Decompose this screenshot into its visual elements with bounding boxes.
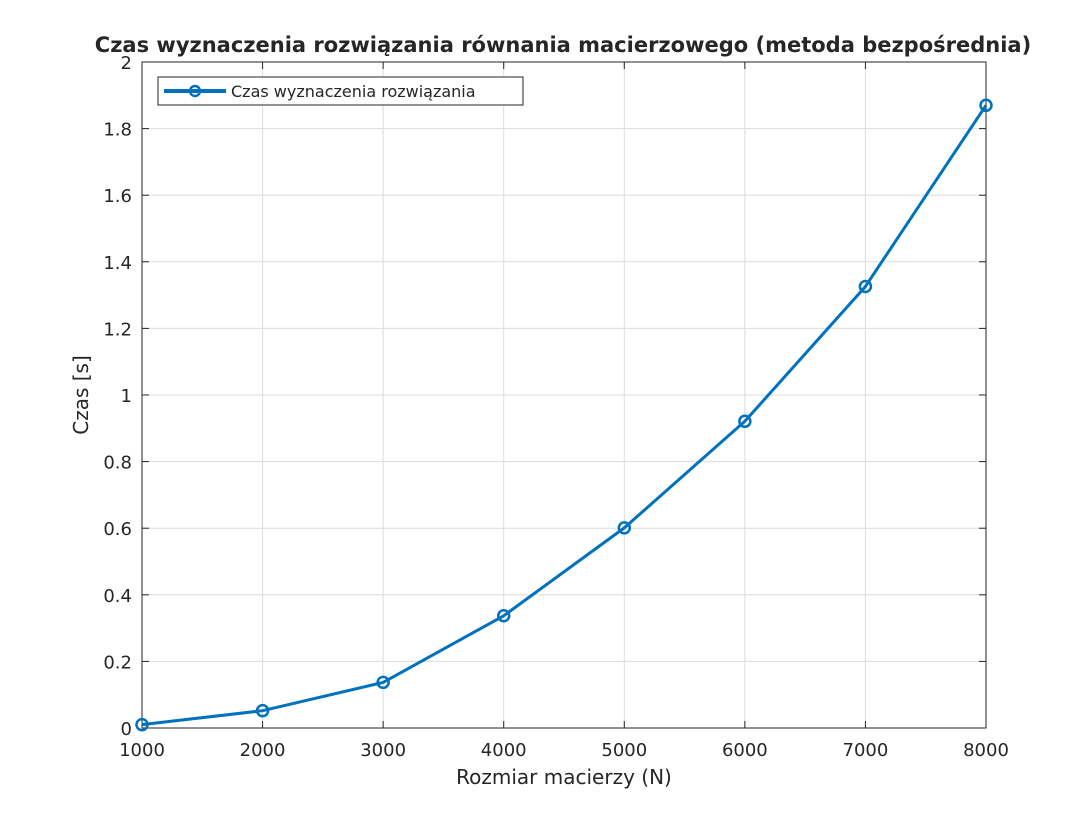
data-point [255,703,270,718]
y-axis-label: Czas [s] [69,355,93,435]
y-tick-label: 0.4 [103,586,132,607]
y-tick-label: 1 [121,386,132,407]
data-point [858,279,873,294]
data-point [979,98,993,113]
y-tick-label: 0.2 [103,652,132,673]
y-tick-label: 0.8 [103,453,132,474]
x-axis-label: Rozmiar macierzy (N) [456,765,672,789]
y-tick-label: 1.4 [103,253,132,274]
x-tick-label: 7000 [843,740,889,761]
y-tick-label: 1.8 [103,120,132,141]
data-point [376,675,390,690]
data-point [135,717,149,732]
legend-label: Czas wyznaczenia rozwiązania [231,82,476,101]
legend-marker-sample [188,84,202,98]
data-point [738,414,752,429]
y-tick-label: 0.6 [103,519,132,540]
plot-frame [141,61,987,729]
y-tick-label: 2 [121,53,132,74]
series-layer [135,98,993,732]
x-tick-label: 3000 [360,740,406,761]
x-tick-label: 5000 [601,740,647,761]
data-point [617,521,632,535]
x-tick-label: 6000 [722,740,768,761]
y-tick-label: 0 [121,719,132,740]
x-tick-label: 1000 [119,740,165,761]
chart-title: Czas wyznaczenia rozwiązania równania ma… [95,33,1031,57]
legend: Czas wyznaczenia rozwiązania [157,76,524,106]
y-tick-label: 1.6 [103,186,132,207]
y-tick-label: 1.2 [103,319,132,340]
data-point [496,609,511,623]
tick-labels: 1000 2000 3000 4000 5000 6000 7000 8000 0 0.2 0.4 0… [103,53,1009,761]
x-tick-label: 2000 [240,740,286,761]
x-tick-label: 8000 [963,740,1009,761]
x-tick-label: 4000 [481,740,527,761]
series-line [141,104,988,727]
